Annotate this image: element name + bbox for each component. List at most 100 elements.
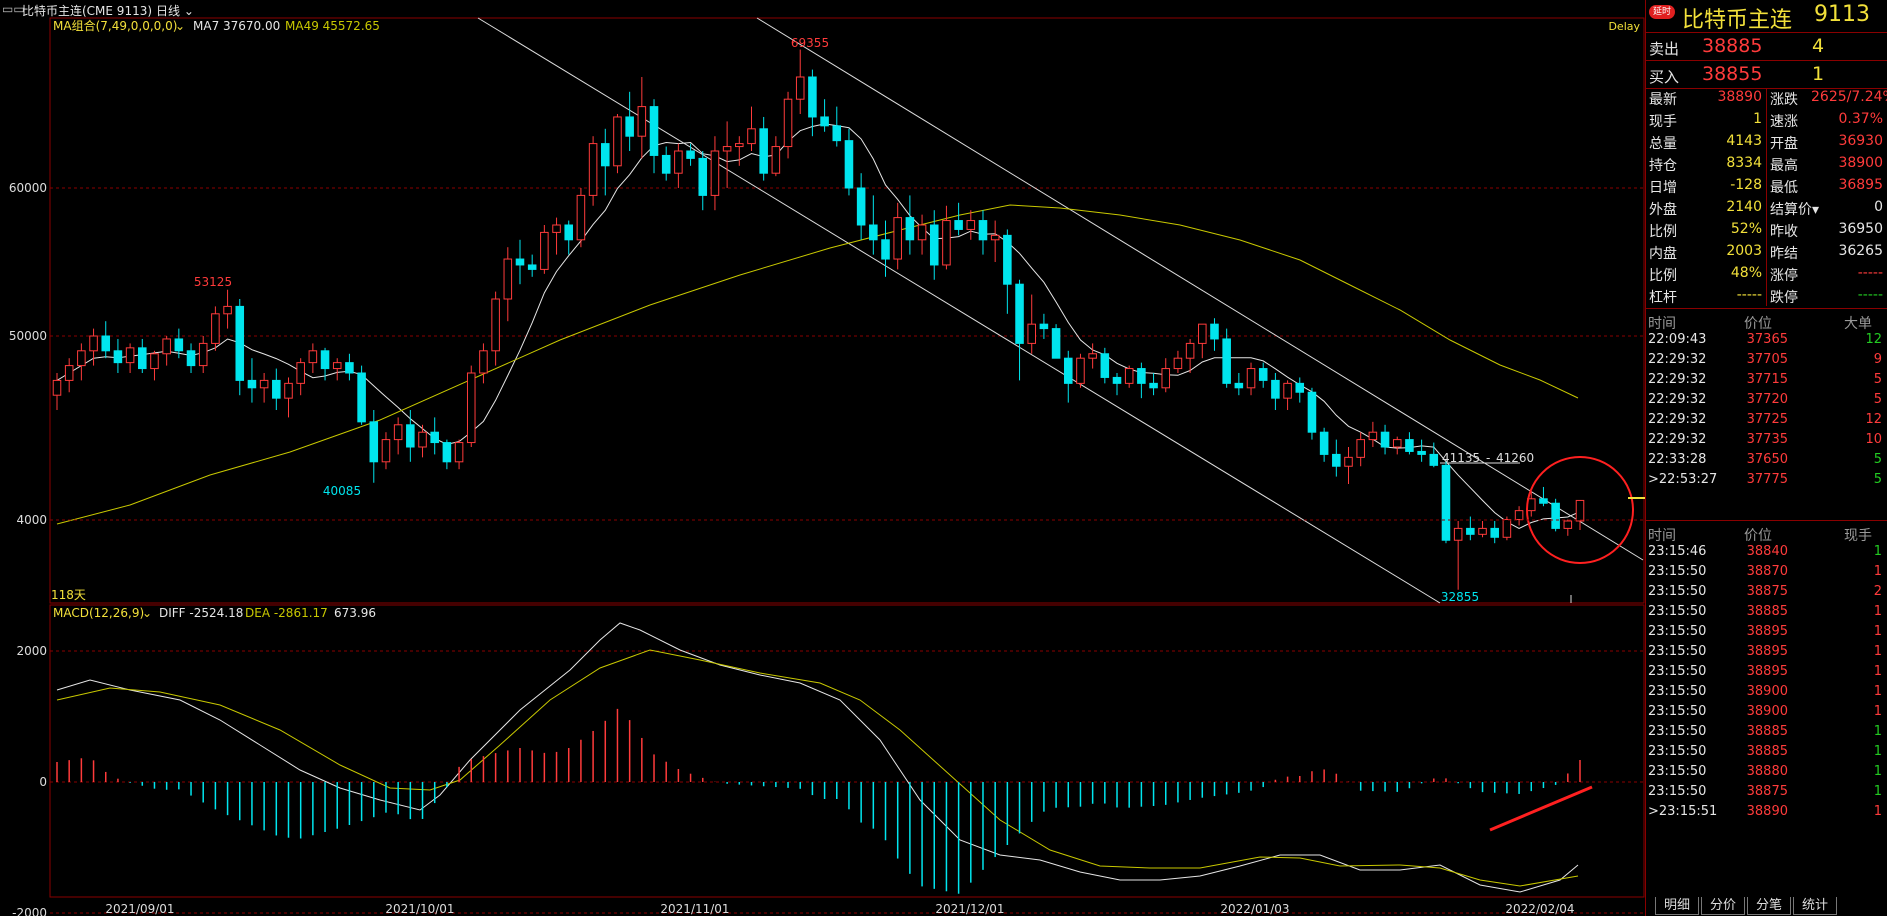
row-price: 37720 xyxy=(1746,392,1788,407)
table-row[interactable]: 22:29:32 37725 12 xyxy=(1646,412,1887,436)
row-volume: 1 xyxy=(1873,664,1882,679)
diff-line xyxy=(56,622,1579,893)
row-time: 23:15:50 xyxy=(1648,764,1707,779)
candle-body xyxy=(832,125,842,142)
tab-stats[interactable]: 统计 xyxy=(1793,897,1837,915)
candle-body xyxy=(1258,368,1268,381)
table-row[interactable]: 22:09:43 37365 12 xyxy=(1646,332,1887,356)
table-row[interactable]: 23:15:50 38900 1 xyxy=(1646,704,1887,728)
candle-body xyxy=(1173,357,1183,370)
candle-body xyxy=(1210,323,1219,340)
tab-trades[interactable]: 分笔 xyxy=(1747,897,1791,915)
row-time: 23:15:50 xyxy=(1648,684,1707,699)
candle-body xyxy=(1490,527,1499,538)
tab-details[interactable]: 明细 xyxy=(1655,897,1699,915)
table-row[interactable]: >23:15:51 38890 1 xyxy=(1646,804,1887,828)
candle-body xyxy=(661,154,671,174)
stat-value: 8334 xyxy=(1726,155,1762,171)
stat-label: 开盘 xyxy=(1770,136,1798,152)
row-price: 38895 xyxy=(1746,624,1788,639)
candle-body xyxy=(138,347,147,370)
candle-body xyxy=(735,143,744,148)
chart-area[interactable]: 60000 50000 69355 53125 40085 32855 41135- 412… xyxy=(0,0,1645,916)
divider xyxy=(1646,308,1887,309)
row-volume: 1 xyxy=(1873,724,1882,739)
y-tick-label: 60000 xyxy=(9,181,47,195)
stat-label: 持仓 xyxy=(1649,158,1677,174)
candle-body xyxy=(1441,464,1451,541)
table-row[interactable]: >22:53:27 37775 5 xyxy=(1646,472,1887,496)
table-row[interactable]: 23:15:50 38900 1 xyxy=(1646,684,1887,708)
table-row[interactable]: 23:15:50 38885 1 xyxy=(1646,724,1887,748)
candle-body xyxy=(345,362,354,374)
table-row[interactable]: 22:29:32 37720 5 xyxy=(1646,392,1887,416)
period-selector[interactable]: 日线 ⌄ xyxy=(156,4,194,18)
instrument-name: 比特币主连 xyxy=(1682,8,1793,33)
table-row[interactable]: 22:29:32 37705 9 xyxy=(1646,352,1887,376)
row-time: 23:15:50 xyxy=(1648,644,1707,659)
stat-label[interactable]: 结算价▾ xyxy=(1770,202,1820,218)
days-label: 118天 xyxy=(51,588,86,602)
row-time: 23:15:50 xyxy=(1648,784,1707,799)
table-row[interactable]: 23:15:46 38840 1 xyxy=(1646,544,1887,568)
column-header: 现手 xyxy=(1844,528,1872,544)
column-header: 价位 xyxy=(1744,316,1772,332)
table-row[interactable]: 23:15:50 38875 2 xyxy=(1646,584,1887,608)
bid-price[interactable]: 38855 xyxy=(1702,63,1763,85)
table-row[interactable]: 23:15:50 38880 1 xyxy=(1646,764,1887,788)
table-row[interactable]: 23:15:50 38870 1 xyxy=(1646,564,1887,588)
macd-label: MACD(12,26,9) xyxy=(53,606,144,620)
bid-volume: 1 xyxy=(1812,63,1825,85)
stat-label: 昨收 xyxy=(1770,224,1798,240)
candle-body xyxy=(942,220,951,266)
row-time: 22:29:32 xyxy=(1648,372,1707,387)
candle-body xyxy=(454,442,464,463)
row-volume: 5 xyxy=(1873,452,1882,467)
stat-value: ----- xyxy=(1857,287,1883,303)
ask-price[interactable]: 38885 xyxy=(1702,35,1763,57)
divider xyxy=(1766,88,1767,306)
table-row[interactable]: 23:15:50 38895 1 xyxy=(1646,624,1887,648)
stat-row: 杠杆 ----- xyxy=(1646,287,1766,309)
annotation-low-left: 40085 xyxy=(323,484,361,498)
table-row[interactable]: 22:33:28 37650 5 xyxy=(1646,452,1887,476)
stat-label: 最低 xyxy=(1770,180,1798,196)
row-volume: 12 xyxy=(1865,412,1882,427)
row-price: 38840 xyxy=(1746,544,1788,559)
stat-value: 0.37% xyxy=(1838,111,1883,127)
annotation-level: 41135 xyxy=(1442,451,1480,465)
row-price: 38870 xyxy=(1746,564,1788,579)
stat-value: ----- xyxy=(1857,265,1883,281)
stat-value: 1 xyxy=(1753,111,1762,127)
candle-body xyxy=(125,347,135,364)
table-row[interactable]: 22:29:32 37735 10 xyxy=(1646,432,1887,456)
candle-body xyxy=(820,116,829,127)
highlight-circle xyxy=(1526,456,1634,564)
annotation-level: 41260 xyxy=(1496,451,1534,465)
candle-body xyxy=(674,150,683,174)
row-price: 37725 xyxy=(1746,412,1788,427)
candle-body xyxy=(393,424,403,441)
table-row[interactable]: 22:29:32 37715 5 xyxy=(1646,372,1887,396)
table-row[interactable]: 23:15:50 38885 1 xyxy=(1646,744,1887,768)
annotation-dash: - xyxy=(1486,451,1490,465)
annotation-low: 32855 xyxy=(1441,590,1479,604)
table-row[interactable]: 23:15:50 38895 1 xyxy=(1646,664,1887,688)
table-row[interactable]: 23:15:50 38885 1 xyxy=(1646,604,1887,628)
stat-row: 涨停 ----- xyxy=(1767,265,1887,287)
candle-body xyxy=(966,220,976,230)
macd-panel-border xyxy=(49,604,1645,898)
tab-price-dist[interactable]: 分价 xyxy=(1701,897,1745,915)
table-row[interactable]: 23:15:50 38895 1 xyxy=(1646,644,1887,668)
candle-body xyxy=(1478,527,1487,535)
row-price: 37715 xyxy=(1746,372,1788,387)
delay-badge: 延时 xyxy=(1649,5,1675,19)
candle-body xyxy=(1392,439,1402,448)
stat-row: 开盘 36930 xyxy=(1767,133,1887,155)
column-header: 时间 xyxy=(1648,316,1676,332)
candle-body xyxy=(747,128,756,145)
candle-body xyxy=(466,372,476,444)
table-row[interactable]: 23:15:50 38875 1 xyxy=(1646,784,1887,808)
candle-body xyxy=(186,350,196,367)
row-price: 38875 xyxy=(1746,584,1788,599)
